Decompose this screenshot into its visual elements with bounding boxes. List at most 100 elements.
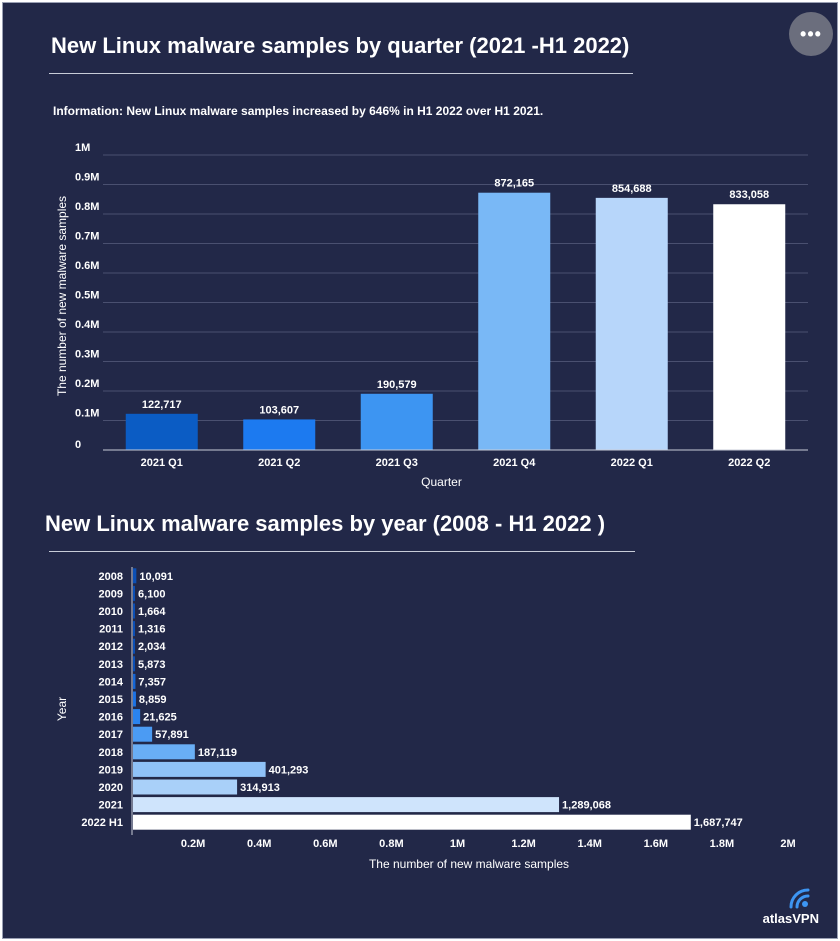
bar bbox=[133, 814, 691, 830]
bar-data-label: 103,607 bbox=[259, 404, 299, 416]
y-tick-label: 2022 H1 bbox=[81, 817, 123, 829]
y-tick-label: 2018 bbox=[99, 747, 123, 759]
bar-data-label: 6,100 bbox=[138, 588, 166, 600]
x-axis-label: Quarter bbox=[421, 475, 462, 489]
bar bbox=[133, 744, 195, 760]
bar-data-label: 1,316 bbox=[138, 624, 166, 636]
y-tick-label: 2020 bbox=[99, 782, 123, 794]
x-tick-label: 0.6M bbox=[313, 838, 337, 850]
y-tick-label: 2008 bbox=[99, 571, 123, 583]
x-tick-label: 1.8M bbox=[710, 838, 734, 850]
x-tick-label: 2M bbox=[780, 838, 795, 850]
bar-data-label: 5,873 bbox=[138, 659, 166, 671]
info-label: Information: bbox=[53, 104, 123, 118]
title-underline bbox=[49, 73, 633, 74]
y-tick-label: 2009 bbox=[99, 588, 123, 600]
bar bbox=[133, 638, 135, 654]
bar-data-label: 872,165 bbox=[494, 178, 534, 190]
bar-data-label: 190,579 bbox=[377, 379, 417, 391]
y-tick-label: 0.7M bbox=[75, 231, 99, 243]
x-tick-label: 0.4M bbox=[247, 838, 271, 850]
y-tick-label: 0.8M bbox=[75, 201, 99, 213]
y-tick-label: 0.2M bbox=[75, 378, 99, 390]
bar-data-label: 10,091 bbox=[139, 571, 173, 583]
x-tick-label: 1.4M bbox=[577, 838, 601, 850]
yearly-bar-chart: 10,091 2008 6,100 2009 1,664 2010 1,316 2011 2,0… bbox=[55, 567, 796, 871]
x-tick-label: 0.8M bbox=[379, 838, 403, 850]
bar bbox=[133, 761, 266, 777]
more-options-button[interactable]: ••• bbox=[789, 12, 833, 56]
bar-data-label: 401,293 bbox=[269, 764, 309, 776]
quarterly-chart-title: New Linux malware samples by quarter (20… bbox=[51, 33, 630, 58]
bar bbox=[133, 603, 135, 619]
bar-data-label: 8,859 bbox=[139, 694, 167, 706]
bar bbox=[478, 192, 551, 451]
bar-data-label: 314,913 bbox=[240, 782, 280, 794]
bar bbox=[133, 691, 136, 707]
x-axis-label: The number of new malware samples bbox=[369, 857, 569, 871]
bar bbox=[133, 726, 153, 742]
y-tick-label: 0.5M bbox=[75, 290, 99, 302]
bar-data-label: 122,717 bbox=[142, 399, 182, 411]
y-tick-label: 0.1M bbox=[75, 408, 99, 420]
bar bbox=[133, 621, 135, 637]
brand-name: atlasVPN bbox=[762, 911, 819, 926]
quarterly-bar-chart: 0 0.1M 0.2M 0.3M 0.4M 0.5M 0.6M 0.7M 0.8M 0.9M 1M 1… bbox=[55, 142, 808, 489]
x-tick-label: 1.6M bbox=[644, 838, 668, 850]
bar bbox=[713, 204, 786, 450]
bar-data-label: 1,687,747 bbox=[694, 817, 743, 829]
x-tick-label: 2022 Q2 bbox=[728, 457, 770, 469]
bar-data-label: 7,357 bbox=[138, 676, 166, 688]
bar bbox=[125, 413, 198, 450]
y-tick-label: 2019 bbox=[99, 764, 123, 776]
bar bbox=[360, 393, 433, 450]
info-text: New Linux malware samples increased by 6… bbox=[123, 104, 544, 118]
y-tick-label: 0.4M bbox=[75, 319, 99, 331]
bar-data-label: 1,289,068 bbox=[562, 800, 611, 812]
y-tick-label: 2010 bbox=[99, 606, 123, 618]
bar-data-label: 57,891 bbox=[155, 729, 189, 741]
bar bbox=[133, 585, 136, 601]
bar bbox=[133, 709, 141, 725]
y-tick-label: 2021 bbox=[99, 800, 123, 812]
x-tick-label: 2021 Q4 bbox=[493, 457, 536, 469]
x-tick-label: 1.2M bbox=[511, 838, 535, 850]
title-underline-2 bbox=[49, 551, 635, 552]
bar-data-label: 854,688 bbox=[612, 183, 652, 195]
y-tick-label: 2016 bbox=[99, 712, 123, 724]
y-tick-label: 0.9M bbox=[75, 172, 99, 184]
bar bbox=[595, 197, 668, 450]
bar bbox=[133, 656, 135, 672]
bar-data-label: 187,119 bbox=[198, 747, 237, 759]
x-tick-label: 0.2M bbox=[181, 838, 205, 850]
y-tick-label: 1M bbox=[75, 142, 90, 154]
y-axis-label: Year bbox=[55, 697, 69, 721]
y-tick-label: 0.3M bbox=[75, 349, 99, 361]
x-tick-label: 2021 Q1 bbox=[141, 457, 183, 469]
info-note: Information: New Linux malware samples i… bbox=[53, 104, 543, 118]
bar bbox=[133, 673, 136, 689]
y-tick-label: 2013 bbox=[99, 659, 123, 671]
signal-arc-icon bbox=[789, 888, 810, 909]
y-axis-label: The number of new malware samples bbox=[55, 196, 69, 396]
y-tick-label: 0 bbox=[75, 439, 81, 451]
more-horizontal-icon: ••• bbox=[800, 23, 822, 44]
y-tick-label: 2011 bbox=[99, 624, 123, 636]
y-tick-label: 2017 bbox=[99, 729, 123, 741]
y-tick-label: 2014 bbox=[99, 676, 124, 688]
y-tick-label: 2012 bbox=[99, 641, 123, 653]
y-tick-label: 0.6M bbox=[75, 260, 99, 272]
bar-data-label: 21,625 bbox=[143, 712, 177, 724]
brand-logo: atlasVPN bbox=[751, 885, 821, 931]
x-tick-label: 2022 Q1 bbox=[611, 457, 653, 469]
x-tick-label: 2021 Q3 bbox=[376, 457, 418, 469]
x-tick-label: 2021 Q2 bbox=[258, 457, 300, 469]
bar-data-label: 2,034 bbox=[138, 641, 166, 653]
yearly-chart-title: New Linux malware samples by year (2008 … bbox=[45, 511, 606, 536]
bar-data-label: 833,058 bbox=[729, 189, 769, 201]
bar bbox=[133, 779, 238, 795]
x-tick-label: 1M bbox=[450, 838, 465, 850]
y-tick-label: 2015 bbox=[99, 694, 123, 706]
bar bbox=[133, 797, 560, 813]
